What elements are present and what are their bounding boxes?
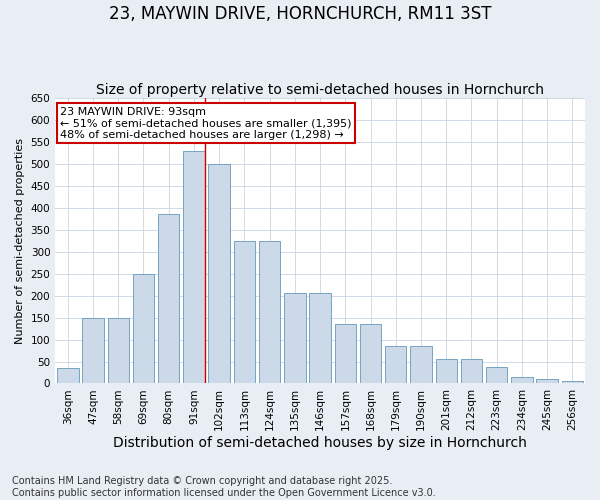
Bar: [461, 360, 482, 384]
Bar: [536, 379, 558, 384]
Y-axis label: Number of semi-detached properties: Number of semi-detached properties: [15, 138, 25, 344]
Text: Contains HM Land Registry data © Crown copyright and database right 2025.
Contai: Contains HM Land Registry data © Crown c…: [12, 476, 436, 498]
Bar: [410, 346, 432, 384]
Bar: [183, 151, 205, 384]
Bar: [436, 360, 457, 384]
Bar: [310, 294, 331, 384]
Bar: [158, 214, 179, 384]
Bar: [385, 346, 406, 384]
Bar: [57, 368, 79, 384]
Bar: [284, 294, 305, 384]
Bar: [208, 164, 230, 384]
X-axis label: Distribution of semi-detached houses by size in Hornchurch: Distribution of semi-detached houses by …: [113, 436, 527, 450]
Bar: [133, 274, 154, 384]
Bar: [511, 377, 533, 384]
Bar: [233, 241, 255, 384]
Bar: [562, 382, 583, 384]
Bar: [259, 241, 280, 384]
Bar: [107, 318, 129, 384]
Title: Size of property relative to semi-detached houses in Hornchurch: Size of property relative to semi-detach…: [96, 83, 544, 97]
Text: 23, MAYWIN DRIVE, HORNCHURCH, RM11 3ST: 23, MAYWIN DRIVE, HORNCHURCH, RM11 3ST: [109, 5, 491, 23]
Bar: [360, 324, 381, 384]
Text: 23 MAYWIN DRIVE: 93sqm
← 51% of semi-detached houses are smaller (1,395)
48% of : 23 MAYWIN DRIVE: 93sqm ← 51% of semi-det…: [61, 106, 352, 140]
Bar: [335, 324, 356, 384]
Bar: [486, 367, 508, 384]
Bar: [82, 318, 104, 384]
